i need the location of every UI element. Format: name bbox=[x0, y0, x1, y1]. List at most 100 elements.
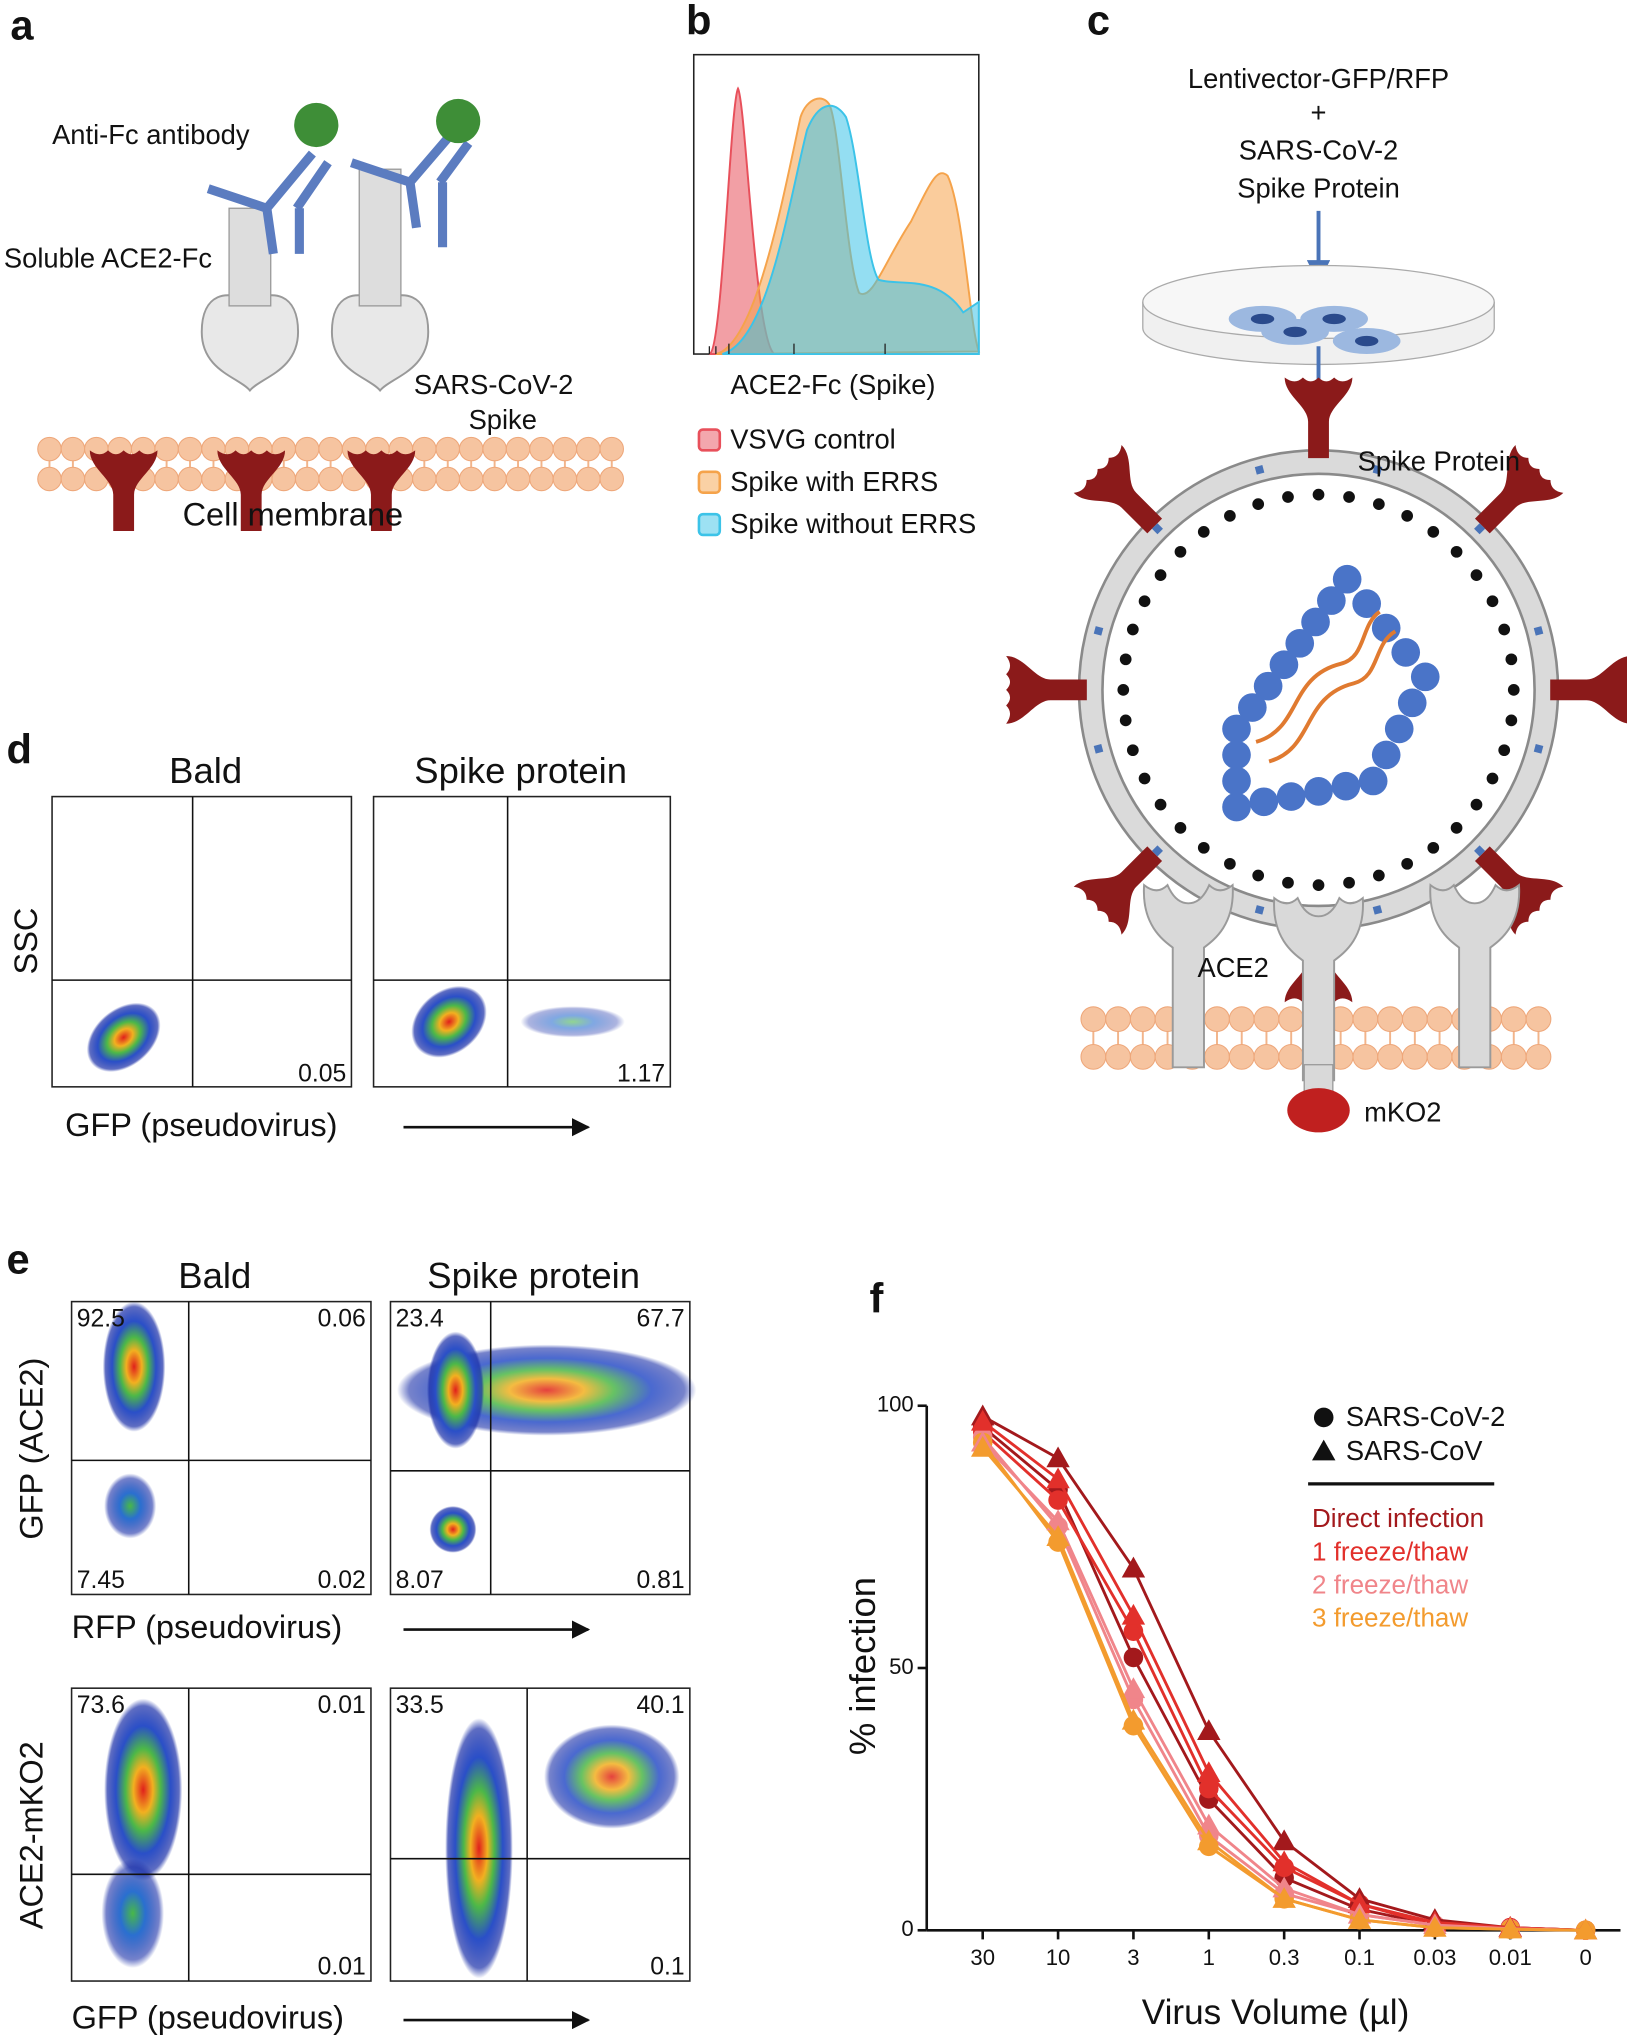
quadrant-value: 0.02 bbox=[318, 1567, 366, 1594]
envelope-dot bbox=[1401, 857, 1414, 870]
capsid-bead bbox=[1285, 629, 1315, 658]
annotation: Lentivector-GFP/RFP bbox=[1188, 63, 1449, 94]
matrix-protein bbox=[1372, 465, 1383, 475]
lipid-head bbox=[458, 466, 484, 492]
x-tick-label: 30 bbox=[970, 1945, 995, 1970]
data-point bbox=[1046, 1467, 1070, 1489]
envelope-dot bbox=[1197, 526, 1210, 538]
lipid-head bbox=[505, 436, 531, 462]
legend-marker bbox=[1313, 1407, 1334, 1428]
quadrant-value: 73.6 bbox=[77, 1692, 125, 1719]
envelope-dot bbox=[1498, 623, 1511, 636]
data-point bbox=[1121, 1603, 1146, 1625]
data-point bbox=[1573, 1918, 1598, 1940]
capsid-bead bbox=[1222, 766, 1251, 796]
antibody-label bbox=[436, 98, 481, 144]
lipid-head bbox=[482, 436, 507, 462]
envelope-dot bbox=[1372, 869, 1385, 882]
x-axis-label: ACE2-Fc (Spike) bbox=[731, 369, 936, 400]
matrix-protein bbox=[1533, 744, 1544, 754]
lipid-head bbox=[576, 466, 601, 492]
ace2-receptor bbox=[1429, 884, 1521, 1069]
quadrant-value: 0.01 bbox=[318, 1692, 366, 1719]
x-tick-label: 10 bbox=[1046, 1945, 1071, 1970]
envelope-dot bbox=[1154, 569, 1167, 581]
lipid-head bbox=[1278, 1006, 1305, 1033]
envelope-dot bbox=[1119, 653, 1132, 666]
lipid-head bbox=[1129, 1044, 1156, 1070]
capsid-bead bbox=[1358, 766, 1388, 796]
rna bbox=[1255, 610, 1381, 744]
legend-label: SARS-CoV-2 bbox=[1346, 1401, 1505, 1432]
histogram bbox=[722, 104, 980, 356]
capsid-bead bbox=[1391, 638, 1421, 667]
envelope-dot bbox=[1343, 491, 1355, 503]
envelope-dot bbox=[1498, 744, 1511, 757]
lipid-head bbox=[1352, 1006, 1379, 1033]
lipid-head bbox=[1105, 1044, 1131, 1070]
lipid-head bbox=[37, 466, 62, 492]
envelope-dot bbox=[1126, 744, 1139, 757]
envelope-dot bbox=[1138, 772, 1151, 785]
column-title: Spike protein bbox=[427, 1255, 640, 1296]
envelope-dot bbox=[1224, 857, 1236, 870]
fc-domain bbox=[228, 207, 272, 307]
panel-label: d bbox=[7, 725, 32, 772]
x-axis-label: RFP (pseudovirus) bbox=[72, 1609, 343, 1645]
gate-value: 0.05 bbox=[298, 1061, 346, 1088]
flow-plot bbox=[70, 1687, 372, 1982]
quadrant-value: 23.4 bbox=[396, 1305, 444, 1332]
data-point bbox=[1197, 1829, 1221, 1851]
annotation: Spike Protein bbox=[1237, 172, 1400, 203]
envelope-dot bbox=[1486, 772, 1499, 785]
lipid-head bbox=[1500, 1044, 1527, 1070]
capsid-bead bbox=[1371, 613, 1401, 643]
lipid-head bbox=[552, 466, 578, 492]
y-tick-label: 100 bbox=[877, 1392, 914, 1417]
quadrant-value: 8.07 bbox=[396, 1567, 444, 1594]
capsid-bead bbox=[1222, 740, 1251, 770]
spike-protein bbox=[1550, 656, 1627, 724]
x-tick-label: 0.03 bbox=[1413, 1945, 1456, 1970]
envelope-dot bbox=[1505, 714, 1518, 727]
x-tick-label: 3 bbox=[1127, 1945, 1139, 1970]
data-point bbox=[1272, 1887, 1296, 1908]
flow-plot bbox=[389, 1300, 697, 1596]
lipid-head bbox=[1525, 1006, 1552, 1033]
data-point bbox=[1272, 1829, 1296, 1851]
capsid-bead bbox=[1332, 564, 1362, 594]
annotation: Anti-Fc antibody bbox=[52, 119, 250, 150]
envelope-dot bbox=[1174, 545, 1187, 558]
panel-label: b bbox=[686, 0, 711, 43]
capsid-bead bbox=[1222, 714, 1251, 744]
flow-plot bbox=[389, 1687, 691, 1982]
lipid-head bbox=[177, 466, 203, 492]
lipid-head bbox=[1228, 1044, 1255, 1070]
lipid-head bbox=[37, 436, 62, 462]
annotation: mKO2 bbox=[1364, 1096, 1441, 1127]
lipid-head bbox=[1080, 1006, 1107, 1033]
legend-label: 1 freeze/thaw bbox=[1312, 1536, 1468, 1566]
lipid-head bbox=[576, 436, 601, 462]
lipid-head bbox=[599, 436, 624, 462]
quadrant-value: 7.45 bbox=[77, 1567, 125, 1594]
lipid-head bbox=[505, 466, 531, 492]
capsid-bead bbox=[1397, 688, 1427, 718]
legend-swatch bbox=[697, 428, 722, 452]
quadrant-value: 33.5 bbox=[396, 1692, 444, 1719]
envelope-dot bbox=[1507, 683, 1520, 696]
panel-label: c bbox=[1087, 0, 1110, 43]
lipid-head bbox=[1204, 1044, 1230, 1070]
envelope-dot bbox=[1470, 798, 1483, 811]
lipid-head bbox=[1426, 1044, 1453, 1070]
pseudovirus bbox=[1006, 377, 1627, 1003]
quadrant-value: 0.1 bbox=[650, 1954, 684, 1981]
lipid-head bbox=[1228, 1006, 1255, 1033]
lipid-head bbox=[458, 436, 484, 462]
lipid-head bbox=[1500, 1006, 1527, 1033]
capsid-bead bbox=[1269, 650, 1299, 680]
lipid-head bbox=[529, 466, 554, 492]
legend: VSVG control Spike with ERRS Spike without… bbox=[697, 423, 976, 539]
envelope-dot bbox=[1126, 623, 1139, 636]
capsid-bead bbox=[1253, 671, 1283, 701]
